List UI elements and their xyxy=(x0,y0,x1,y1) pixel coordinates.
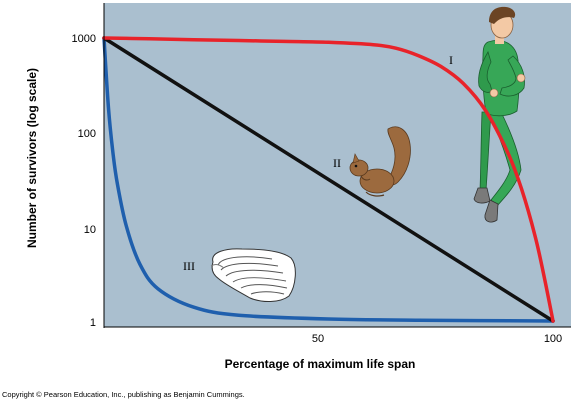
series-label-III: III xyxy=(183,259,195,273)
series-label-II: II xyxy=(333,156,341,170)
oyster-illustration xyxy=(210,248,296,302)
y-axis-label: Number of survivors (log scale) xyxy=(25,68,39,248)
x-tick-label-50: 50 xyxy=(312,333,324,345)
x-tick-label-100: 100 xyxy=(544,333,562,345)
series-III-line xyxy=(102,36,555,323)
copyright-notice: Copyright © Pearson Education, Inc., pub… xyxy=(2,390,245,399)
y-tick-labels: 1000 100 10 1 xyxy=(72,33,96,329)
series-I-line xyxy=(102,36,555,323)
y-tick-label-100: 100 xyxy=(78,128,96,140)
runner-illustration xyxy=(473,6,526,223)
squirrel-illustration xyxy=(349,126,411,197)
series-label-I: I xyxy=(449,53,453,67)
x-axis-label: Percentage of maximum life span xyxy=(225,357,416,371)
x-tick-labels: 50 100 xyxy=(312,333,562,345)
y-tick-label-10: 10 xyxy=(84,224,96,236)
y-tick-label-1: 1 xyxy=(90,317,96,329)
y-tick-label-1000: 1000 xyxy=(72,33,96,45)
series-II-line xyxy=(102,36,555,323)
